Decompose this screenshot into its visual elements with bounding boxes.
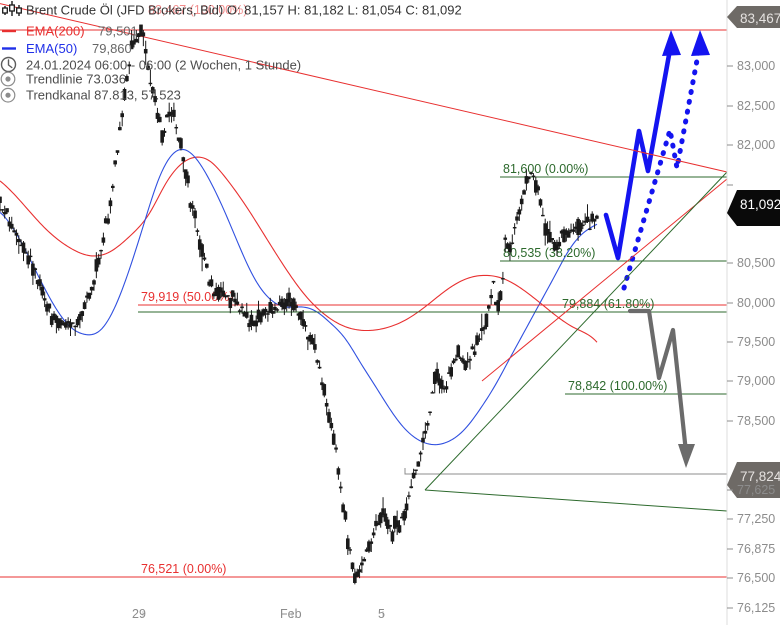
svg-text:76,875: 76,875 — [737, 542, 775, 556]
svg-text:81,092: 81,092 — [740, 197, 780, 212]
svg-text:79,860: 79,860 — [92, 41, 132, 56]
svg-text:76,125: 76,125 — [737, 601, 775, 615]
svg-text:79,500: 79,500 — [737, 335, 775, 349]
svg-text:77,250: 77,250 — [737, 512, 775, 526]
svg-text:Brent Crude Öl (JFD Brokers, B: Brent Crude Öl (JFD Brokers, Bid) O: 81,… — [26, 3, 462, 18]
svg-text:Feb: Feb — [280, 607, 302, 621]
svg-text:76,521 (0.00%): 76,521 (0.00%) — [141, 562, 226, 576]
svg-text:82,000: 82,000 — [737, 138, 775, 152]
svg-text:81,600 (0.00%): 81,600 (0.00%) — [503, 162, 588, 176]
svg-text:Trendkanal 87.813, 57.523: Trendkanal 87.813, 57.523 — [26, 88, 181, 103]
svg-text:82,500: 82,500 — [737, 99, 775, 113]
svg-text:79,501: 79,501 — [98, 24, 138, 39]
svg-text:78,500: 78,500 — [737, 414, 775, 428]
svg-text:80,535 (38.20%): 80,535 (38.20%) — [503, 246, 595, 260]
svg-text:78,842 (100.00%): 78,842 (100.00%) — [568, 379, 667, 393]
svg-text:76,500: 76,500 — [737, 571, 775, 585]
svg-text:EMA(200): EMA(200) — [26, 24, 85, 39]
svg-text:5: 5 — [378, 607, 385, 621]
svg-text:80,500: 80,500 — [737, 256, 775, 270]
svg-text:79,000: 79,000 — [737, 374, 775, 388]
svg-text:77,824: 77,824 — [740, 469, 780, 484]
svg-text:29: 29 — [132, 607, 146, 621]
svg-text:80,000: 80,000 — [737, 296, 775, 310]
svg-text:77,625: 77,625 — [737, 483, 775, 497]
svg-text:83,000: 83,000 — [737, 59, 775, 73]
svg-text:83,467: 83,467 — [740, 11, 780, 26]
svg-text:Trendlinie 73.036: Trendlinie 73.036 — [26, 72, 126, 87]
svg-text:EMA(50): EMA(50) — [26, 41, 77, 56]
svg-text:24.01.2024 06:00 - 06:00 (2: 24.01.2024 06:00 - 06:00 (2 Wochen, 1 St… — [26, 58, 301, 73]
